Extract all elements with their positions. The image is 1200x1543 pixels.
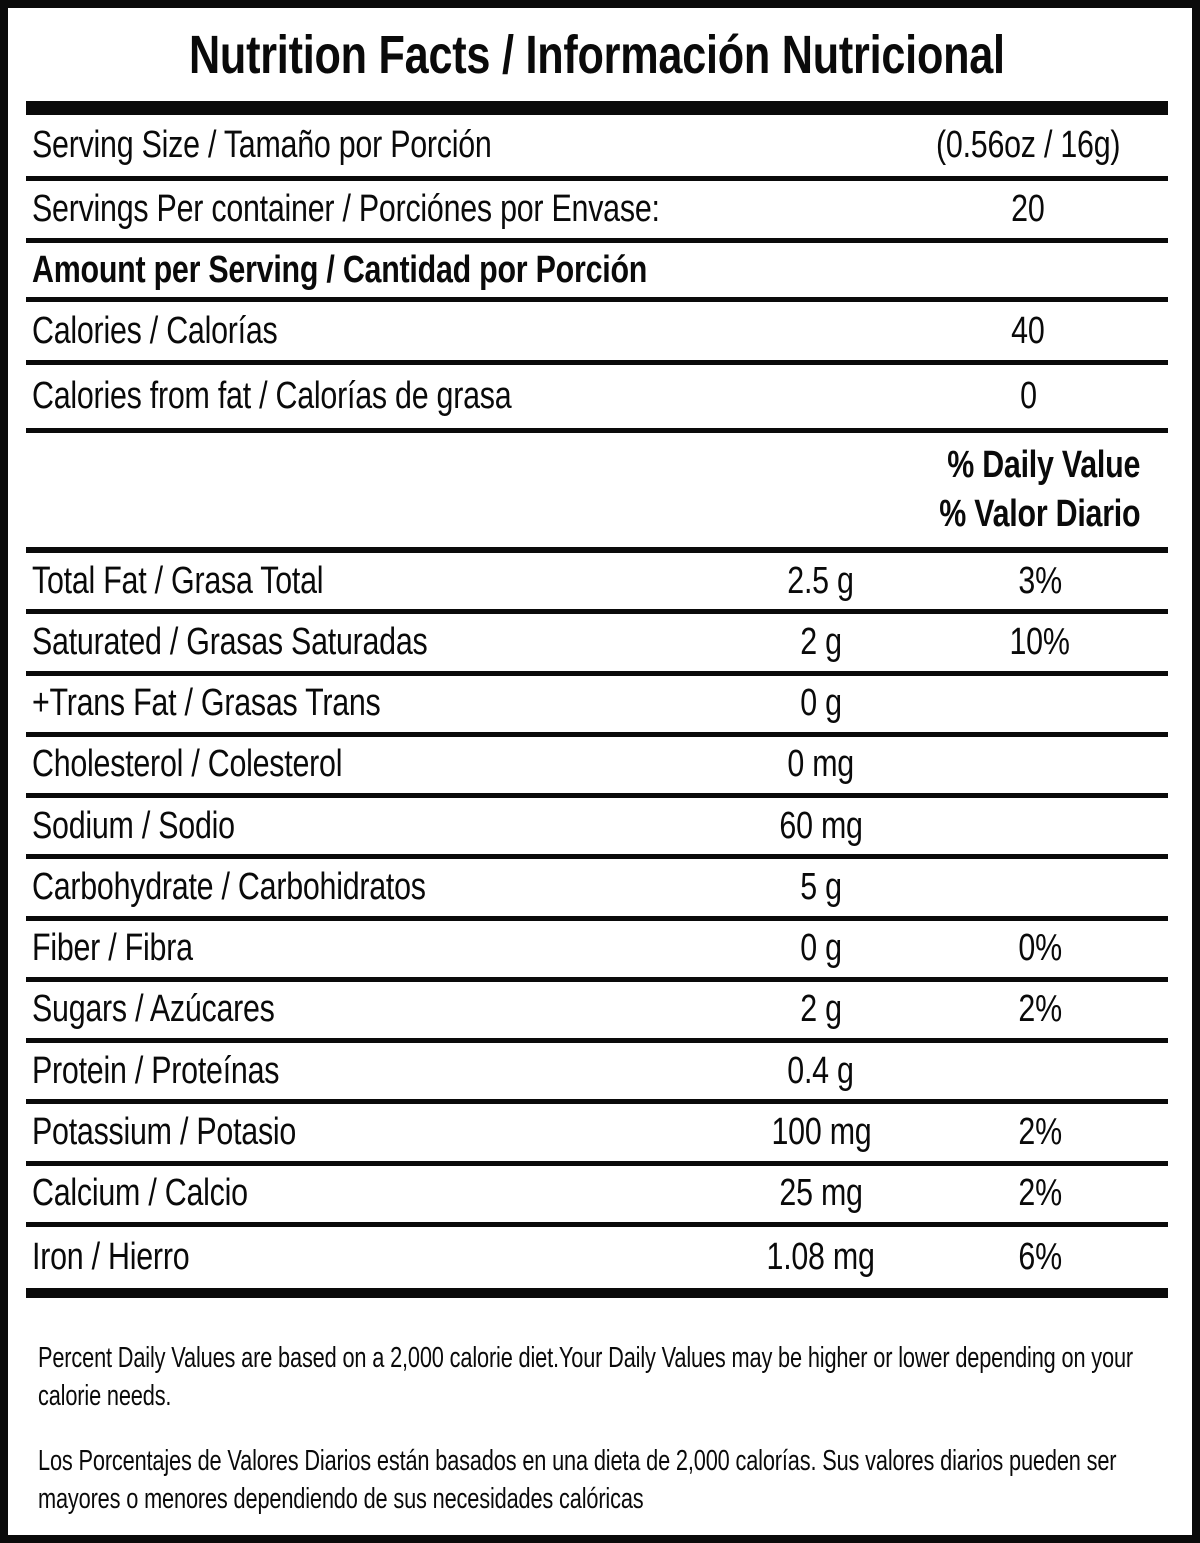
nutrient-dv: 2% [1018, 988, 1062, 1031]
nutrient-label: +Trans Fat / Grasas Trans [32, 682, 381, 725]
row-fiber: Fiber / Fibra 0 g 0% [26, 921, 1168, 982]
nutrient-dv: 2% [1018, 1110, 1062, 1153]
row-sugars: Sugars / Azúcares 2 g 2% [26, 982, 1168, 1043]
nutrient-amount: 60 mg [779, 804, 863, 847]
nutrient-amount: 2 g [800, 620, 842, 663]
nutrient-dv: 10% [1009, 620, 1071, 663]
footnote-english: Percent Daily Values are based on a 2,00… [38, 1340, 1158, 1415]
nutrient-amount: 1.08 mg [766, 1235, 876, 1278]
nutrient-label: Potassium / Potasio [32, 1110, 297, 1153]
nutrient-amount: 0 mg [787, 743, 855, 786]
footnote-english-line-2: calorie needs. [38, 1379, 172, 1412]
amount-per-serving-header-row: Amount per Serving / Cantidad por Porció… [26, 243, 1168, 302]
serving-size-label: Serving Size / Tamaño por Porción [32, 124, 492, 166]
row-protein: Protein / Proteínas 0.4 g [26, 1043, 1168, 1105]
servings-per-container-value: 20 [1011, 188, 1045, 230]
nutrient-label: Calcium / Calcio [32, 1172, 248, 1215]
label-content: Nutrition Facts / Información Nutriciona… [8, 8, 1192, 1519]
nutrient-label: Fiber / Fibra [32, 927, 193, 970]
row-iron: Iron / Hierro 1.08 mg 6% [26, 1227, 1168, 1288]
nutrient-dv: 0% [1018, 927, 1062, 970]
nutrient-amount: 100 mg [771, 1110, 871, 1153]
nutrient-amount: 2.5 g [787, 559, 855, 602]
nutrient-amount: 2 g [800, 988, 842, 1031]
row-carbohydrate: Carbohydrate / Carbohidratos 5 g [26, 859, 1168, 921]
calories-from-fat-row: Calories from fat / Calorías de grasa 0 [26, 365, 1168, 433]
label-title: Nutrition Facts / Información Nutriciona… [189, 24, 1005, 85]
label-title-row: Nutrition Facts / Información Nutriciona… [26, 8, 1168, 101]
row-saturated-fat: Saturated / Grasas Saturadas 2 g 10% [26, 614, 1168, 676]
serving-size-row: Serving Size / Tamaño por Porción (0.56o… [26, 115, 1168, 181]
nutrient-amount: 0.4 g [787, 1049, 855, 1092]
title-divider-bar [26, 101, 1168, 115]
nutrient-amount: 5 g [800, 865, 842, 908]
calories-row: Calories / Calorías 40 [26, 302, 1168, 365]
nutrient-label: Saturated / Grasas Saturadas [32, 620, 428, 663]
nutrient-label: Sodium / Sodio [32, 804, 235, 847]
nutrient-label: Total Fat / Grasa Total [32, 559, 324, 602]
serving-size-value: (0.56oz / 16g) [935, 124, 1121, 166]
nutrient-label: Cholesterol / Colesterol [32, 743, 343, 786]
nutrient-label: Protein / Proteínas [32, 1049, 280, 1092]
nutrient-dv: 6% [1018, 1235, 1062, 1278]
row-total-fat: Total Fat / Grasa Total 2.5 g 3% [26, 553, 1168, 615]
footnote-spanish: Los Porcentajes de Valores Diarios están… [38, 1443, 1158, 1518]
footnote-spanish-line-1: Los Porcentajes de Valores Diarios están… [38, 1445, 1117, 1478]
row-calcium: Calcium / Calcio 25 mg 2% [26, 1166, 1168, 1227]
nutrient-amount: 0 g [800, 682, 842, 725]
calories-label: Calories / Calorías [32, 309, 278, 352]
amount-per-serving-header: Amount per Serving / Cantidad por Porció… [32, 248, 648, 291]
nutrient-label: Iron / Hierro [32, 1235, 190, 1278]
footer-divider-bar [26, 1288, 1168, 1298]
row-potassium: Potassium / Potasio 100 mg 2% [26, 1104, 1168, 1166]
daily-value-header: % Daily Value % Valor Diario [26, 433, 1168, 553]
nutrient-label: Carbohydrate / Carbohidratos [32, 865, 426, 908]
calories-from-fat-value: 0 [1019, 375, 1037, 417]
nutrient-amount: 25 mg [779, 1172, 863, 1215]
calories-value: 40 [1011, 309, 1045, 352]
daily-value-header-english: % Daily Value [947, 444, 1140, 487]
daily-value-header-spanish: % Valor Diario [938, 493, 1140, 535]
servings-per-container-label: Servings Per container / Porciónes por E… [32, 188, 660, 230]
nutrient-label: Sugars / Azúcares [32, 988, 275, 1031]
nutrient-dv: 2% [1018, 1172, 1062, 1215]
footnote-english-line-1: Percent Daily Values are based on a 2,00… [38, 1342, 1133, 1374]
nutrient-amount: 0 g [800, 927, 842, 970]
nutrient-dv: 3% [1018, 559, 1062, 602]
row-cholesterol: Cholesterol / Colesterol 0 mg [26, 737, 1168, 798]
footnotes: Percent Daily Values are based on a 2,00… [26, 1298, 1168, 1519]
nutrient-table: Total Fat / Grasa Total 2.5 g 3% Saturat… [26, 553, 1168, 1288]
servings-per-container-row: Servings Per container / Porciónes por E… [26, 181, 1168, 243]
footnote-spanish-line-2: mayores o menores dependiendo de sus nec… [38, 1483, 644, 1516]
calories-from-fat-label: Calories from fat / Calorías de grasa [32, 375, 512, 417]
row-trans-fat: +Trans Fat / Grasas Trans 0 g [26, 676, 1168, 737]
row-sodium: Sodium / Sodio 60 mg [26, 798, 1168, 860]
